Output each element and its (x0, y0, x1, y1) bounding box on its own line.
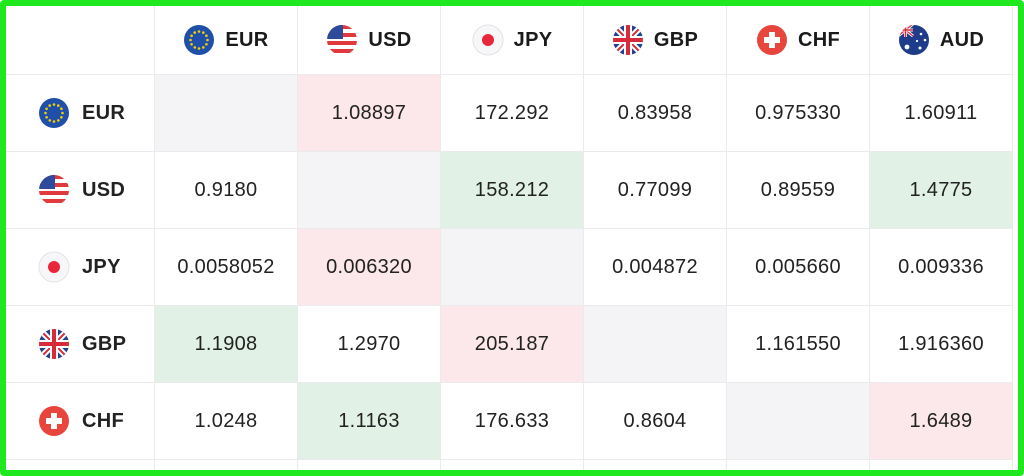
rate-cell (298, 152, 441, 229)
rate-cell: 1.4775 (870, 152, 1013, 229)
rate-cell: 172.292 (441, 75, 584, 152)
partial-row-cell (298, 460, 441, 470)
rate-cell: 0.009336 (870, 229, 1013, 306)
rate-cell: 158.212 (441, 152, 584, 229)
rate-cell: 0.83958 (584, 75, 727, 152)
rate-cell: 176.633 (441, 383, 584, 460)
column-header: CHF (727, 6, 870, 75)
rate-value: 1.4775 (909, 178, 973, 201)
partial-row-cell (584, 460, 727, 470)
rate-value: 0.005660 (755, 255, 841, 278)
currency-code: EUR (225, 28, 269, 51)
rate-cell: 1.60911 (870, 75, 1013, 152)
currency-code: EUR (82, 101, 126, 124)
row-header: GBP (6, 306, 155, 383)
rate-cell (155, 75, 298, 152)
flag-icon (472, 24, 504, 56)
currency-code: CHF (797, 28, 840, 51)
rate-value: 1.1908 (194, 332, 258, 355)
currency-code: JPY (513, 28, 553, 51)
rate-value: 1.0248 (194, 409, 258, 432)
currency-code: AUD (939, 28, 985, 51)
rate-value: 0.975330 (755, 101, 841, 124)
flag-icon (184, 25, 215, 55)
column-header: USD (298, 6, 441, 75)
rate-value: 0.009336 (898, 255, 984, 278)
flag-icon (38, 251, 70, 283)
rate-cell: 1.1908 (155, 306, 298, 383)
partial-row-cell (727, 460, 870, 470)
rate-cell (441, 229, 584, 306)
rate-value: 0.9180 (194, 178, 258, 201)
currency-code: USD (368, 28, 412, 51)
rate-cell: 0.005660 (727, 229, 870, 306)
rate-value: 205.187 (474, 332, 550, 355)
rate-value: 0.006320 (326, 255, 412, 278)
flag-icon (756, 25, 787, 55)
rate-value: 0.83958 (617, 101, 693, 124)
rate-value: 0.004872 (612, 255, 698, 278)
rate-value: 1.1163 (338, 409, 400, 432)
rate-cell: 1.2970 (298, 306, 441, 383)
rate-cell: 0.77099 (584, 152, 727, 229)
rate-value: 172.292 (474, 101, 550, 124)
rate-cell: 0.004872 (584, 229, 727, 306)
rate-value: 1.08897 (331, 101, 407, 124)
rate-cell (727, 383, 870, 460)
partial-row-cell (441, 460, 584, 470)
rate-value: 0.0058052 (177, 255, 275, 278)
rate-cell: 0.9180 (155, 152, 298, 229)
flag-icon (327, 25, 358, 55)
rate-cell: 1.6489 (870, 383, 1013, 460)
flag-icon (39, 175, 69, 205)
currency-code: CHF (82, 409, 125, 432)
rate-value: 0.8604 (623, 409, 687, 432)
rate-value: 158.212 (474, 178, 550, 201)
column-header: JPY (441, 6, 584, 75)
rate-value: 1.2970 (337, 332, 401, 355)
rate-value: 0.77099 (617, 178, 693, 201)
partial-row-cell (870, 460, 1013, 470)
rate-cell: 0.006320 (298, 229, 441, 306)
currency-code: JPY (82, 255, 121, 278)
flag-icon (39, 329, 69, 359)
rate-cell: 205.187 (441, 306, 584, 383)
row-header: USD (6, 152, 155, 229)
rate-cell: 0.0058052 (155, 229, 298, 306)
row-header: CHF (6, 383, 155, 460)
column-header: EUR (155, 6, 298, 75)
column-header: AUD (870, 6, 1013, 75)
rate-cell: 1.08897 (298, 75, 441, 152)
rate-value: 0.89559 (760, 178, 836, 201)
rate-cell (584, 306, 727, 383)
rate-cell: 0.89559 (727, 152, 870, 229)
currency-code: GBP (653, 28, 699, 51)
rate-cell: 0.8604 (584, 383, 727, 460)
partial-row-cell (155, 460, 298, 470)
corner-cell (6, 6, 155, 75)
rate-value: 1.161550 (755, 332, 841, 355)
rate-cell: 1.161550 (727, 306, 870, 383)
currency-code: GBP (82, 332, 127, 355)
rate-value: 176.633 (474, 409, 550, 432)
rate-value: 1.60911 (904, 101, 978, 124)
partial-row-cell (6, 460, 155, 470)
rate-cell: 1.0248 (155, 383, 298, 460)
rate-cell: 1.916360 (870, 306, 1013, 383)
currency-code: USD (82, 178, 126, 201)
flag-icon (898, 25, 929, 55)
cross-rate-table: EUR USD JPY GBP CHF AUD EUR 1.08897 172.292 0.839… (6, 6, 1018, 470)
rate-cell: 0.975330 (727, 75, 870, 152)
row-header: JPY (6, 229, 155, 306)
rate-value: 1.6489 (909, 409, 973, 432)
column-header: GBP (584, 6, 727, 75)
flag-icon (39, 98, 69, 128)
flag-icon (39, 406, 69, 436)
rate-cell: 1.1163 (298, 383, 441, 460)
row-header: EUR (6, 75, 155, 152)
rate-value: 1.916360 (898, 332, 984, 355)
flag-icon (612, 25, 643, 55)
